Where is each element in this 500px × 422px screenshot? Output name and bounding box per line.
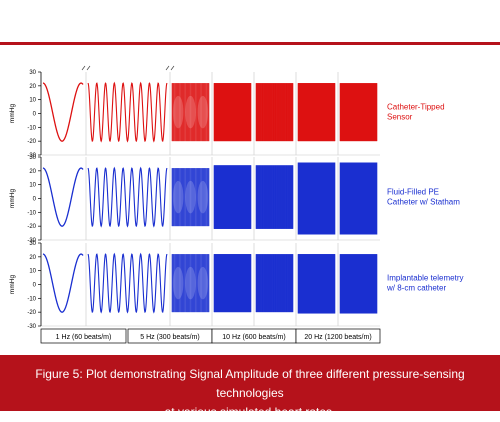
chart-svg: 30 20 10 0 -10 -20 -30 mmHg Catheter-TippedSenso… xyxy=(9,65,463,344)
y-tick-label: 20 xyxy=(29,255,36,261)
frequency-label: 1 Hz (60 beats/m) xyxy=(56,334,112,341)
waveform-4 xyxy=(255,165,294,229)
series-label-line: Catheter w/ Statham xyxy=(387,198,460,207)
series-label-line: Sensor xyxy=(387,113,413,122)
y-tick-label: -20 xyxy=(27,139,36,145)
beat-lobe xyxy=(185,266,196,300)
y-axis-title: mmHg xyxy=(9,189,16,209)
y-tick-label: 30 xyxy=(29,155,36,161)
y-tick-label: -20 xyxy=(27,310,36,316)
waveform-2 xyxy=(171,168,210,227)
y-tick-label: -10 xyxy=(27,125,36,131)
y-tick-label: -30 xyxy=(27,238,36,244)
y-axis-title: mmHg xyxy=(9,104,16,124)
y-tick-label: 20 xyxy=(29,169,36,175)
y-tick-label: -10 xyxy=(27,296,36,302)
series-label-line: Fluid-Filled PE xyxy=(387,188,439,197)
y-tick-label: -20 xyxy=(27,224,36,230)
y-tick-label: 10 xyxy=(29,98,36,104)
waveform-6 xyxy=(339,162,378,235)
waveform-1 xyxy=(87,252,168,314)
figure-caption: Figure 5: Plot demonstrating Signal Ampl… xyxy=(10,365,490,422)
frequency-label-box xyxy=(40,328,127,344)
frequency-label: 5 Hz (300 beats/m) xyxy=(140,334,200,341)
y-axis-title: mmHg xyxy=(9,275,16,295)
waveform-3 xyxy=(213,83,252,142)
beat-lobe xyxy=(172,95,184,129)
y-tick-label: 0 xyxy=(33,197,37,203)
frequency-label: 10 Hz (600 beats/m) xyxy=(222,334,285,341)
axis-break-mark xyxy=(165,65,175,71)
waveform-2 xyxy=(171,83,210,142)
y-tick-label: 0 xyxy=(33,112,37,118)
y-tick-label: 10 xyxy=(29,183,36,189)
signal-amplitude-figure: 30 20 10 0 -10 -20 -30 mmHg Catheter-Tipped Senso… xyxy=(0,45,500,355)
beat-lobe xyxy=(197,180,209,214)
frequency-label-box xyxy=(295,328,381,344)
axis-break-mark xyxy=(81,65,91,71)
beat-lobe xyxy=(172,180,184,214)
y-tick-label: 10 xyxy=(29,269,36,275)
caption-band: Figure 5: Plot demonstrating Signal Ampl… xyxy=(0,355,500,419)
y-tick-label: -30 xyxy=(27,153,36,159)
beat-lobe xyxy=(197,266,209,300)
waveform-6 xyxy=(339,254,378,314)
series-label-line: Implantable telemetry xyxy=(387,274,463,283)
waveform-3 xyxy=(213,165,252,229)
waveform-5 xyxy=(297,254,336,314)
frequency-label: 20 Hz (1200 beats/m) xyxy=(304,334,371,341)
caption-line-2: at various simulated heart rates. xyxy=(164,405,336,419)
header-band xyxy=(0,0,500,42)
waveform-5 xyxy=(297,162,336,235)
y-tick-label: 30 xyxy=(29,241,36,247)
waveform-5 xyxy=(297,83,336,142)
waveform-0 xyxy=(42,82,84,142)
waveform-0 xyxy=(42,253,84,313)
waveform-6 xyxy=(339,83,378,142)
series-label-line: Catheter-Tipped xyxy=(387,103,445,112)
beat-lobe xyxy=(172,266,184,300)
waveform-1 xyxy=(87,81,168,143)
y-tick-label: 20 xyxy=(29,84,36,90)
y-tick-label: 30 xyxy=(29,70,36,76)
waveform-0 xyxy=(42,167,84,227)
series-label-line: w/ 8-cm catheter xyxy=(386,284,446,293)
y-tick-label: -10 xyxy=(27,210,36,216)
header-rule xyxy=(0,42,500,45)
waveform-4 xyxy=(255,254,294,313)
beat-lobe xyxy=(197,95,209,129)
beat-lobe xyxy=(185,95,196,129)
waveform-3 xyxy=(213,254,252,313)
waveform-4 xyxy=(255,83,294,142)
y-tick-label: -30 xyxy=(27,324,36,330)
waveform-2 xyxy=(171,254,210,313)
waveform-1 xyxy=(87,166,168,228)
beat-lobe xyxy=(185,180,196,214)
caption-line-1: Figure 5: Plot demonstrating Signal Ampl… xyxy=(35,367,465,400)
y-tick-label: 0 xyxy=(33,283,37,289)
